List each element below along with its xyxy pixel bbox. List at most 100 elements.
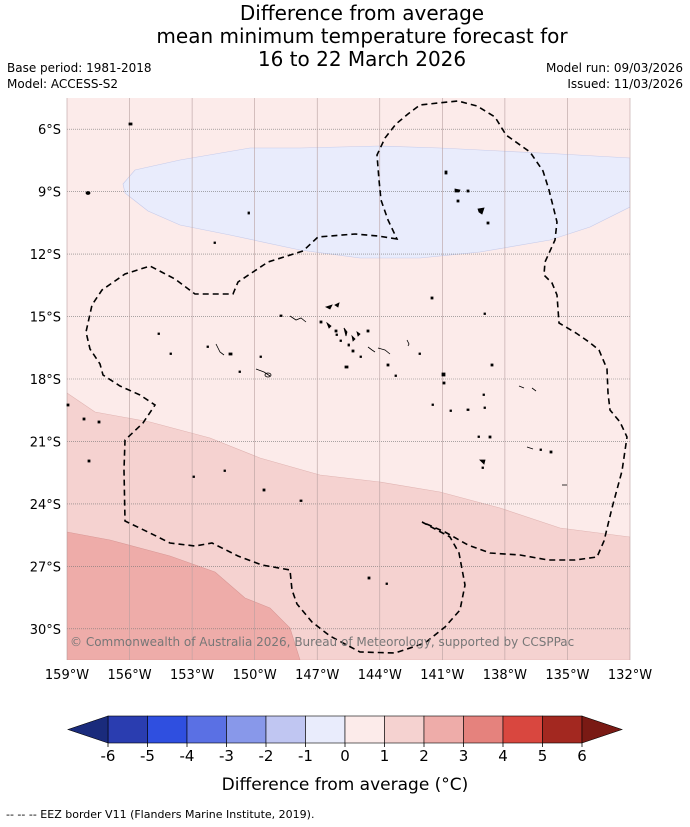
title-line-1: Difference from average — [239, 1, 485, 25]
colorbar-segment — [344, 715, 385, 744]
anomaly-field — [67, 98, 630, 660]
base-period: Base period: 1981-2018 — [7, 61, 152, 75]
colorbar-segment — [265, 715, 306, 744]
island — [66, 403, 70, 407]
latitude-label: 21°S — [30, 435, 61, 450]
island — [479, 459, 486, 465]
island — [326, 321, 332, 329]
island — [347, 343, 350, 347]
island — [356, 331, 361, 337]
eez-border — [85, 100, 628, 654]
island — [351, 334, 356, 342]
colorbar-tick-label: -4 — [180, 747, 195, 765]
colorbar-tick-label: 3 — [459, 747, 469, 765]
longitude-label: 156°W — [107, 668, 151, 683]
island — [82, 417, 86, 421]
longitude-label: 144°W — [358, 668, 402, 683]
island — [335, 333, 338, 336]
colorbar-segment — [147, 715, 188, 744]
colorbar-tick-label: 1 — [380, 747, 390, 765]
longitude-label: 132°W — [608, 668, 652, 683]
island — [259, 355, 262, 358]
island — [367, 346, 376, 353]
colorbar-segment — [463, 715, 504, 744]
colorbar-tick-label: 6 — [577, 747, 587, 765]
model-run: Model run: 09/03/2026 — [545, 61, 683, 75]
colorbar — [67, 715, 623, 744]
longitude-label: 135°W — [545, 668, 589, 683]
island — [406, 339, 410, 347]
island — [339, 339, 342, 342]
island — [454, 188, 461, 193]
island — [169, 352, 172, 355]
colorbar-tick-label: -2 — [259, 747, 274, 765]
island — [377, 347, 391, 355]
island — [334, 329, 338, 333]
island — [466, 408, 470, 411]
island — [206, 345, 209, 348]
longitude-labels: 159°W 156°W 153°W 150°W 147°W 144°W 141°W 138°W… — [45, 668, 652, 683]
island — [344, 365, 349, 369]
island — [488, 435, 492, 439]
base-info: Base period: 1981-2018 Model: ACCESS-S2 — [7, 60, 152, 92]
band-minus1-to-0 — [122, 145, 630, 259]
colorbar-segment — [542, 715, 583, 744]
colorbar-segment — [305, 715, 346, 744]
graticule — [66, 98, 631, 660]
island — [483, 406, 486, 409]
island — [549, 450, 553, 454]
eez-footnote: -- -- -- EEZ border V11 (Flanders Marine… — [6, 808, 315, 821]
latitude-labels: 6°S 9°S 12°S 15°S 18°S 21°S 24°S 27°S 30°S — [30, 123, 61, 638]
colorbar-tick-label: 2 — [419, 747, 429, 765]
island — [486, 221, 490, 225]
island — [299, 499, 303, 502]
run-info: Model run: 09/03/2026 Issued: 11/03/2026 — [546, 60, 683, 92]
island — [482, 393, 485, 396]
latitude-label: 30°S — [30, 623, 61, 638]
island — [289, 315, 307, 323]
island — [334, 302, 340, 308]
colorbar-tick-label: -6 — [101, 747, 116, 765]
island — [343, 327, 348, 337]
colorbar-segment — [226, 715, 267, 744]
latitude-label: 6°S — [38, 123, 61, 138]
island — [367, 576, 371, 580]
latitude-label: 24°S — [30, 498, 61, 513]
band-2-to-3 — [67, 531, 301, 660]
island — [481, 466, 484, 469]
island — [449, 409, 452, 412]
island — [442, 381, 446, 385]
island — [430, 296, 434, 300]
longitude-label: 153°W — [170, 668, 214, 683]
colorbar-low-extend — [67, 715, 109, 744]
island — [97, 420, 101, 424]
island — [279, 314, 283, 317]
colorbar-tick-label: 4 — [498, 747, 508, 765]
latitude-label: 18°S — [30, 373, 61, 388]
island — [128, 122, 133, 126]
colorbar-label: Difference from average (°C) — [222, 775, 469, 795]
island — [223, 469, 226, 472]
colorbar-segment — [502, 715, 543, 744]
title-line-3: 16 to 22 March 2026 — [257, 47, 467, 71]
island — [192, 475, 195, 478]
island — [157, 332, 160, 335]
island — [87, 459, 91, 463]
colorbar-segment — [423, 715, 464, 744]
island — [444, 170, 448, 175]
island — [366, 329, 370, 333]
colorbar-segment — [107, 715, 148, 744]
title-line-2: mean minimum temperature forecast for — [156, 24, 568, 48]
colorbar-tick-label: 0 — [340, 747, 350, 765]
island — [531, 387, 537, 392]
island — [213, 241, 216, 244]
island — [386, 363, 390, 367]
island — [441, 372, 446, 377]
island — [477, 435, 480, 438]
island — [418, 352, 421, 355]
copyright-notice: © Commonwealth of Australia 2026, Bureau… — [70, 635, 574, 649]
longitude-label: 147°W — [295, 668, 339, 683]
model-name: Model: ACCESS-S2 — [7, 77, 119, 91]
map-title: Difference from average mean minimum tem… — [0, 2, 690, 71]
